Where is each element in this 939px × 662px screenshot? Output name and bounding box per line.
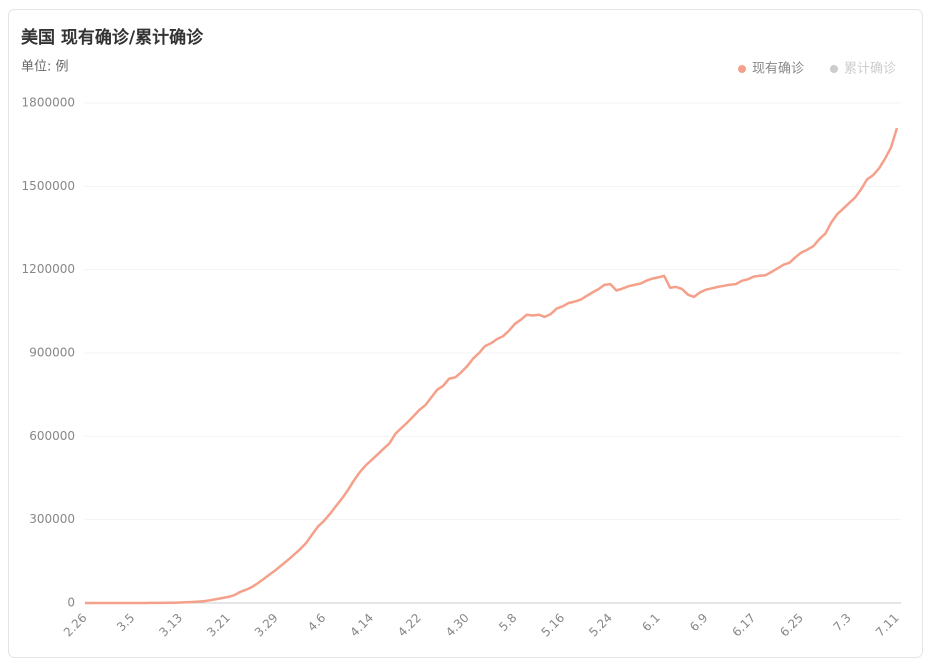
card [8,9,923,658]
y-tick-label: 1200000 [22,262,75,276]
y-tick-label: 1800000 [22,96,75,110]
y-tick-label: 300000 [29,512,75,526]
line-series [85,127,899,605]
y-tick-label: 600000 [29,429,75,443]
chart-subtitle: 单位: 例 [21,60,69,75]
legend-marker[interactable] [738,65,746,73]
legend-label[interactable]: 现有确诊 [752,62,804,77]
legend-label[interactable]: 累计确诊 [844,62,896,77]
y-tick-label: 900000 [29,346,75,360]
legend-marker[interactable] [830,65,838,73]
y-tick-label: 1500000 [22,179,75,193]
y-tick-label: 0 [67,596,75,610]
chart-title: 美国 现有确诊/累计确诊 [21,27,204,48]
